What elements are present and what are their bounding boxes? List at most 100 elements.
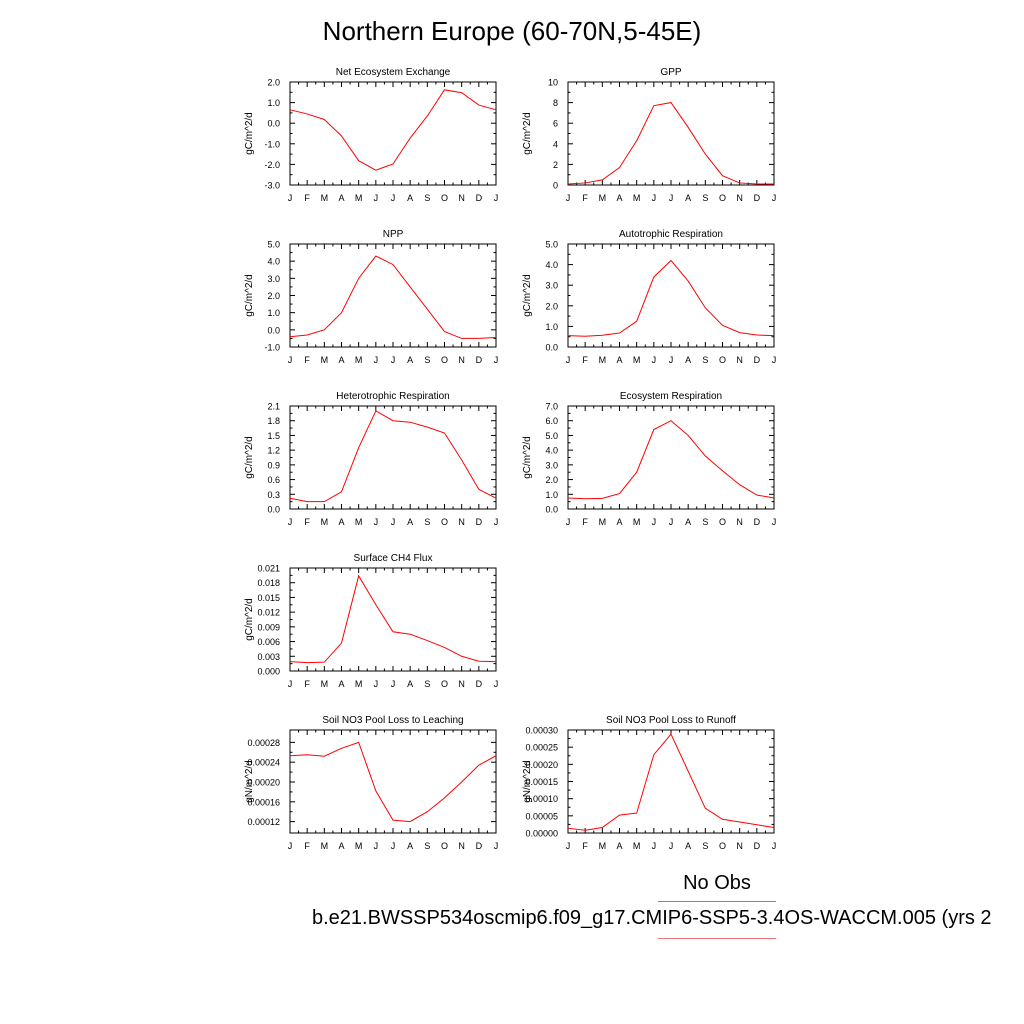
- x-tick-label: M: [355, 355, 363, 365]
- x-tick-label: A: [407, 841, 413, 851]
- x-tick-label: M: [321, 841, 329, 851]
- panel-title: Heterotrophic Respiration: [336, 391, 449, 402]
- x-tick-label: M: [599, 355, 607, 365]
- x-tick-label: A: [685, 517, 691, 527]
- x-tick-label: A: [685, 355, 691, 365]
- y-tick-label: 1.8: [267, 416, 280, 426]
- x-tick-label: S: [702, 193, 708, 203]
- x-tick-label: J: [494, 679, 499, 689]
- x-tick-label: J: [288, 841, 293, 851]
- x-tick-label: J: [374, 679, 379, 689]
- y-tick-label: 1.5: [267, 431, 280, 441]
- x-tick-label: D: [754, 355, 761, 365]
- series-line: [289, 89, 497, 171]
- x-tick-label: A: [338, 679, 344, 689]
- x-tick-label: F: [582, 193, 588, 203]
- y-axis-label: gN/m^2/d: [244, 760, 255, 803]
- y-tick-label: 0.018: [257, 578, 280, 588]
- x-tick-label: O: [441, 355, 448, 365]
- series-line: [567, 733, 775, 831]
- legend-line-red: [658, 938, 776, 939]
- x-tick-label: F: [304, 355, 310, 365]
- y-tick-label: 0.00020: [247, 777, 280, 787]
- x-tick-label: A: [407, 193, 413, 203]
- x-tick-label: S: [702, 517, 708, 527]
- series-line: [289, 741, 497, 823]
- x-tick-label: M: [355, 517, 363, 527]
- x-tick-label: F: [304, 679, 310, 689]
- x-tick-label: D: [754, 841, 761, 851]
- x-tick-label: A: [338, 355, 344, 365]
- x-tick-label: M: [633, 517, 641, 527]
- panel-title: Autotrophic Respiration: [619, 229, 723, 240]
- y-tick-label: 0.0: [267, 119, 280, 129]
- x-tick-label: J: [566, 355, 571, 365]
- case-label: b.e21.BWSSP534oscmip6.f09_g17.CMIP6-SSP5…: [312, 907, 992, 929]
- panel-title: GPP: [660, 67, 681, 78]
- x-tick-label: D: [754, 517, 761, 527]
- x-tick-label: N: [736, 193, 743, 203]
- series-line: [567, 259, 775, 337]
- x-tick-label: F: [304, 517, 310, 527]
- y-axis-label: gC/m^2/d: [244, 436, 255, 479]
- x-tick-label: J: [652, 841, 657, 851]
- x-tick-label: S: [424, 355, 430, 365]
- x-tick-label: J: [288, 517, 293, 527]
- x-tick-label: F: [582, 841, 588, 851]
- plot-frame: [567, 729, 775, 834]
- x-tick-label: M: [355, 841, 363, 851]
- plot-frame: [289, 567, 497, 672]
- panel-title: Soil NO3 Pool Loss to Leaching: [322, 715, 463, 726]
- y-tick-label: 5.0: [545, 431, 558, 441]
- y-axis-label: gC/m^2/d: [522, 274, 533, 317]
- y-tick-label: 2.1: [267, 402, 280, 412]
- x-tick-label: D: [476, 679, 483, 689]
- y-tick-label: 2.0: [545, 301, 558, 311]
- x-tick-label: M: [599, 841, 607, 851]
- series-line: [289, 410, 497, 503]
- y-axis-label: gN/m^2/d: [522, 760, 533, 803]
- panel-title: Net Ecosystem Exchange: [336, 67, 451, 78]
- legend-line-blue: [658, 901, 776, 902]
- x-tick-label: A: [685, 841, 691, 851]
- x-tick-label: M: [321, 355, 329, 365]
- page-title: Northern Europe (60-70N,5-45E): [322, 16, 702, 46]
- y-tick-label: 1.0: [267, 308, 280, 318]
- x-tick-label: S: [424, 679, 430, 689]
- y-tick-label: 2.0: [267, 78, 280, 88]
- x-tick-label: O: [441, 193, 448, 203]
- y-tick-label: 0.006: [257, 637, 280, 647]
- y-tick-label: 0.00030: [525, 726, 558, 736]
- x-tick-label: O: [719, 517, 726, 527]
- y-tick-label: 0.3: [267, 490, 280, 500]
- x-tick-label: O: [441, 841, 448, 851]
- x-tick-label: J: [652, 193, 657, 203]
- x-tick-label: M: [599, 517, 607, 527]
- x-tick-label: A: [616, 517, 622, 527]
- y-tick-label: 0.0: [545, 343, 558, 353]
- y-tick-label: 2: [553, 160, 558, 170]
- x-tick-label: A: [407, 517, 413, 527]
- y-tick-label: 0.003: [257, 652, 280, 662]
- y-tick-label: 3.0: [545, 460, 558, 470]
- x-tick-label: N: [736, 841, 743, 851]
- y-axis-label: gC/m^2/d: [244, 112, 255, 155]
- x-tick-label: A: [338, 841, 344, 851]
- y-tick-label: 0.012: [257, 608, 280, 618]
- x-tick-label: S: [424, 193, 430, 203]
- y-tick-label: 0.00028: [247, 738, 280, 748]
- x-tick-label: A: [616, 193, 622, 203]
- y-tick-label: 2.0: [545, 475, 558, 485]
- x-tick-label: A: [685, 193, 691, 203]
- chart-panel-7: Soil NO3 Pool Loss to Leaching gN/m^2/d J F…: [244, 715, 498, 851]
- x-tick-label: J: [494, 193, 499, 203]
- y-tick-label: 0.000: [257, 667, 280, 677]
- x-tick-label: J: [288, 355, 293, 365]
- y-tick-label: 1.0: [545, 490, 558, 500]
